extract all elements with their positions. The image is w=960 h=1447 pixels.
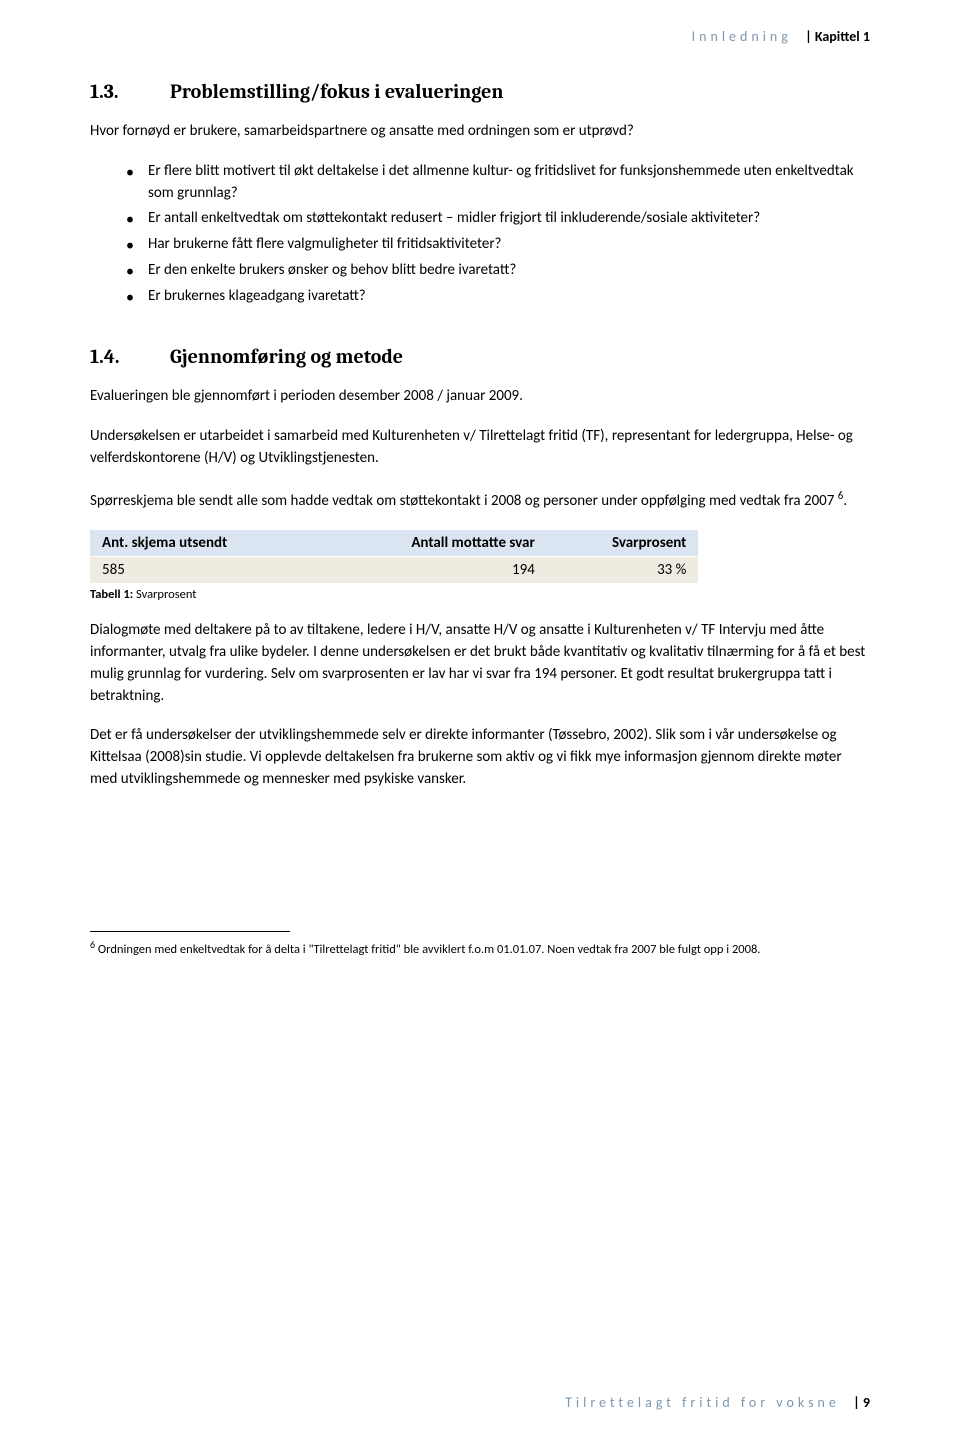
bullet-item: Er flere blitt motivert til økt deltakel…	[126, 161, 870, 205]
section-1-4-heading: 1.4. Gjennomføring og metode	[90, 345, 870, 368]
footer-doc-title: Tilrettelagt fritid for voksne	[565, 1394, 840, 1411]
bullet-item: Er den enkelte brukers ønsker og behov b…	[126, 260, 870, 282]
table-caption: Tabell 1: Svarprosent	[90, 587, 870, 602]
col-header: Svarprosent	[547, 530, 699, 557]
section-number: 1.3.	[90, 80, 130, 103]
section-1-3-bullets: Er flere blitt motivert til økt deltakel…	[90, 161, 870, 308]
col-header: Antall mottatte svar	[320, 530, 547, 557]
table-cell: 194	[320, 557, 547, 584]
page-footer: Tilrettelagt fritid for voksne | 9	[565, 1394, 870, 1411]
footer-page-number: 9	[863, 1394, 870, 1411]
section-1-3-heading: 1.3. Problemstilling/fokus i evalueringe…	[90, 80, 870, 103]
footnote-separator	[90, 931, 290, 932]
svarprosent-table: Ant. skjema utsendt Antall mottatte svar…	[90, 530, 698, 583]
section-1-4-p1: Evalueringen ble gjennomført i perioden …	[90, 386, 870, 408]
page-header: Innledning | Kapittel 1	[692, 28, 870, 45]
section-1-4-p5: Det er få undersøkelser der utviklingshe…	[90, 725, 870, 790]
section-number: 1.4.	[90, 345, 130, 368]
table-cell: 33 %	[547, 557, 699, 584]
table-header-row: Ant. skjema utsendt Antall mottatte svar…	[90, 530, 698, 557]
section-title: Problemstilling/fokus i evalueringen	[170, 80, 503, 103]
bullet-item: Har brukerne fått flere valgmuligheter t…	[126, 234, 870, 256]
table-row: 585 194 33 %	[90, 557, 698, 584]
header-chapter-label: Kapittel 1	[815, 28, 870, 45]
section-1-4-p3: Spørreskjema ble sendt alle som hadde ve…	[90, 488, 870, 513]
bullet-item: Er brukernes klageadgang ivaretatt?	[126, 286, 870, 308]
section-title: Gjennomføring og metode	[170, 345, 403, 368]
footnote-6: 6 Ordningen med enkeltvedtak for å delta…	[90, 938, 870, 959]
table-cell: 585	[90, 557, 320, 584]
bullet-item: Er antall enkeltvedtak om støttekontakt …	[126, 208, 870, 230]
col-header: Ant. skjema utsendt	[90, 530, 320, 557]
section-1-4-p2: Undersøkelsen er utarbeidet i samarbeid …	[90, 426, 870, 470]
header-section-name: Innledning	[692, 28, 792, 45]
section-1-3-intro: Hvor fornøyd er brukere, samarbeidspartn…	[90, 121, 870, 143]
section-1-4-p4: Dialogmøte med deltakere på to av tiltak…	[90, 620, 870, 707]
